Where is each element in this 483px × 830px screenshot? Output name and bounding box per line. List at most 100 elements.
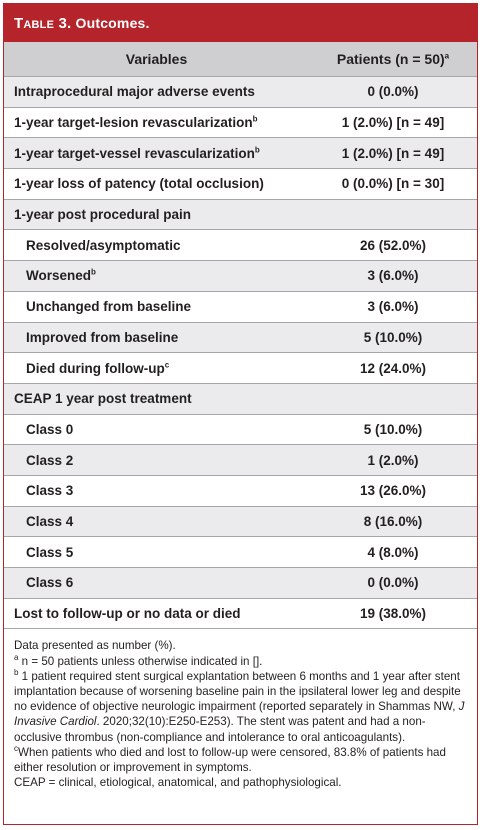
row-label: Improved from baseline xyxy=(26,329,179,345)
row-label-cell: Class 5 xyxy=(4,536,309,568)
footnote-b-text-2: . 2020;32(10):E250-E253). The stent was … xyxy=(14,715,426,744)
row-value: 26 (52.0%) xyxy=(309,229,477,262)
header-patients-sup: a xyxy=(444,51,450,61)
row-value: 1 (2.0%) [n = 49] xyxy=(309,107,477,139)
row-value: 5 (10.0%) xyxy=(309,322,477,354)
footnote-b-journal: J Invasive Cardiol xyxy=(14,700,465,729)
row-label-sup: b xyxy=(91,267,96,277)
row-label-cell: 1-year loss of patency (total occlusion) xyxy=(4,168,309,200)
row-label-cell: Lost to follow-up or no data or died xyxy=(4,598,309,630)
row-label-cell: 1-year post procedural pain xyxy=(4,199,309,231)
table-row: CEAP 1 year post treatment xyxy=(4,383,477,415)
row-label: 1-year post procedural pain xyxy=(14,207,192,223)
footnote-data-note: Data presented as number (%). xyxy=(14,639,176,653)
row-label-cell: CEAP 1 year post treatment xyxy=(4,383,309,415)
table-row: Unchanged from baseline 3 (6.0%) xyxy=(4,291,477,323)
row-label-cell: 1-year target-vessel revascularizationb xyxy=(4,137,309,170)
footnote-a-marker: a xyxy=(14,652,19,662)
row-label-cell: Class 6 xyxy=(4,567,309,599)
table-row: Class 2 1 (2.0%) xyxy=(4,444,477,476)
table-row: 1-year post procedural pain xyxy=(4,199,477,231)
row-label: Class 3 xyxy=(26,483,74,499)
table-row: 1-year loss of patency (total occlusion)… xyxy=(4,168,477,200)
row-label-cell: Class 3 xyxy=(4,475,309,507)
row-value: 1 (2.0%) xyxy=(309,444,477,476)
table-row: Resolved/asymptomatic 26 (52.0%) xyxy=(4,229,477,262)
row-value: 4 (8.0%) xyxy=(309,536,477,568)
row-label-sup: c xyxy=(164,360,170,370)
row-label-cell: Improved from baseline xyxy=(4,322,309,354)
row-label: Resolved/asymptomatic xyxy=(26,237,181,253)
row-label: Intraprocedural major adverse events xyxy=(14,84,255,100)
footnote-a: a n = 50 patients unless otherwise indic… xyxy=(14,652,467,669)
footnote-a-text: n = 50 patients unless otherwise indicat… xyxy=(18,654,263,668)
header-row: Variables Patients (n = 50)a xyxy=(4,42,477,77)
footnote-b-marker: b xyxy=(14,667,19,677)
row-value: 0 (0.0%) xyxy=(309,567,477,599)
row-label-cell: Intraprocedural major adverse events xyxy=(4,76,309,108)
row-label-cell: Class 0 xyxy=(4,414,309,446)
table-title: Outcomes. xyxy=(75,15,150,31)
row-value: 1 (2.0%) [n = 49] xyxy=(309,137,477,170)
row-label: 1-year loss of patency (total occlusion) xyxy=(14,176,264,192)
row-label-sup: b xyxy=(254,145,260,155)
row-value xyxy=(309,383,477,415)
table-row: Worsenedb 3 (6.0%) xyxy=(4,260,477,292)
table-row: Improved from baseline 5 (10.0%) xyxy=(4,322,477,354)
row-label: Class 4 xyxy=(26,513,74,529)
row-label: Unchanged from baseline xyxy=(26,299,192,315)
outcomes-table: Variables Patients (n = 50)a Intraproced… xyxy=(4,42,477,630)
row-label: 1-year target-lesion revascularization xyxy=(14,115,253,131)
row-label-cell: Resolved/asymptomatic xyxy=(4,229,309,262)
footnote-c: cWhen patients who died and lost to foll… xyxy=(14,743,467,775)
row-label-cell: 1-year target-lesion revascularizationb xyxy=(4,107,309,139)
table-row: Intraprocedural major adverse events 0 (0… xyxy=(4,76,477,108)
row-value xyxy=(309,199,477,231)
table-title-bar: Table 3. Outcomes. xyxy=(4,4,477,42)
row-label: Class 2 xyxy=(26,452,74,468)
table-frame: Table 3. Outcomes. Variables Patients (n… xyxy=(3,3,478,825)
row-label-cell: Class 4 xyxy=(4,506,309,538)
row-value: 12 (24.0%) xyxy=(309,352,477,384)
row-label-cell: Worsenedb xyxy=(4,260,309,292)
table-row: Class 3 13 (26.0%) xyxy=(4,475,477,507)
row-label-cell: Died during follow-upc xyxy=(4,352,309,384)
footnotes: Data presented as number (%). a n = 50 p… xyxy=(4,629,477,790)
table-body: Intraprocedural major adverse events 0 (0… xyxy=(4,76,477,630)
row-value: 5 (10.0%) xyxy=(309,414,477,446)
row-label-cell: Class 2 xyxy=(4,444,309,476)
footnote-b: b 1 patient required stent surgical expl… xyxy=(14,667,467,745)
row-value: 0 (0.0%) [n = 30] xyxy=(309,168,477,200)
row-label: CEAP 1 year post treatment xyxy=(14,391,192,407)
table-row: Lost to follow-up or no data or died 19 (… xyxy=(4,598,477,630)
row-value: 0 (0.0%) xyxy=(309,76,477,108)
table-row: 1-year target-lesion revascularizationb 1… xyxy=(4,107,477,139)
row-label: Worsened xyxy=(26,268,92,284)
row-label: Class 0 xyxy=(26,421,74,437)
footnote-ceap: CEAP = clinical, etiological, anatomical… xyxy=(14,776,342,790)
row-label: Died during follow-up xyxy=(26,360,165,376)
table-row: Class 0 5 (10.0%) xyxy=(4,414,477,446)
row-value: 3 (6.0%) xyxy=(309,291,477,323)
footnote-c-marker: c xyxy=(14,743,18,753)
row-label-cell: Unchanged from baseline xyxy=(4,291,309,323)
footnote-b-text-1: 1 patient required stent surgical explan… xyxy=(14,669,461,714)
row-label: Lost to follow-up or no data or died xyxy=(14,606,241,622)
row-label: Class 5 xyxy=(26,544,74,560)
table-row: Died during follow-upc 12 (24.0%) xyxy=(4,352,477,384)
table-row: Class 6 0 (0.0%) xyxy=(4,567,477,599)
row-value: 13 (26.0%) xyxy=(309,475,477,507)
table-row: 1-year target-vessel revascularizationb 1… xyxy=(4,137,477,170)
row-label: Class 6 xyxy=(26,575,74,591)
row-label: 1-year target-vessel revascularization xyxy=(14,145,255,161)
header-patients: Patients (n = 50)a xyxy=(309,42,477,77)
row-value: 8 (16.0%) xyxy=(309,506,477,538)
header-variables: Variables xyxy=(4,42,309,77)
footnote-c-text: When patients who died and lost to follo… xyxy=(14,745,446,774)
table-number: Table 3. xyxy=(14,15,72,32)
row-label-sup: b xyxy=(252,114,258,124)
table-row: Class 5 4 (8.0%) xyxy=(4,536,477,568)
table-row: Class 4 8 (16.0%) xyxy=(4,506,477,538)
header-patients-label: Patients (n = 50) xyxy=(336,51,445,67)
row-value: 3 (6.0%) xyxy=(309,260,477,292)
